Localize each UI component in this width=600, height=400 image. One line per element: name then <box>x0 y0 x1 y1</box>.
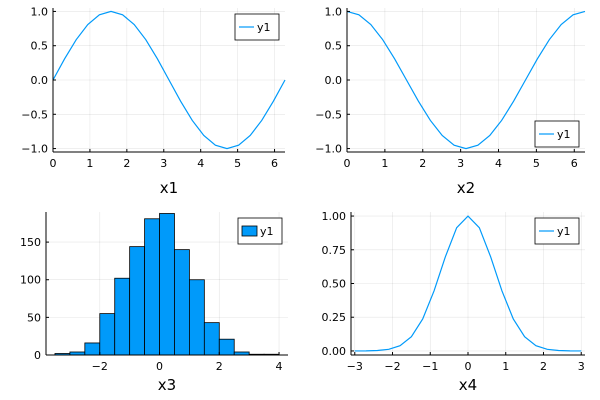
y-tick-label: 0.0 <box>31 74 49 87</box>
legend: y1 <box>234 13 280 41</box>
y-tick-label: 0.00 <box>322 345 347 358</box>
x-tick-label: 0 <box>50 157 57 170</box>
histogram-bar <box>84 342 101 356</box>
y-tick-label: 1.0 <box>31 5 49 18</box>
x-tick-label: 5 <box>533 157 540 170</box>
y-tick-label: −0.5 <box>315 108 342 121</box>
subplot-3: −2 0 2 4 0 50 100 150 x3 y1 <box>20 212 288 394</box>
histogram-bar <box>189 279 205 356</box>
histogram-bar <box>114 277 131 356</box>
x-tick-label: 4 <box>495 157 502 170</box>
y-tick-label: 0 <box>34 349 41 362</box>
y-tick-label: 0.75 <box>322 244 347 257</box>
x-tick-label: −2 <box>384 360 400 373</box>
x-tick-label: 3 <box>160 157 167 170</box>
legend-label: y1 <box>557 225 571 238</box>
subplot-4: −3 −2 −1 0 1 2 3 0.00 0.25 0.50 0.75 1.00 x4 y1 <box>322 210 585 394</box>
y-tick-label: −0.5 <box>21 108 48 121</box>
x-tick-label: −2 <box>92 360 108 373</box>
subplot-2: 0 1 2 3 4 5 6 −1.0 −0.5 0.0 0.5 1.0 x2 y1 <box>315 5 586 197</box>
y-tick-label: 0.0 <box>325 74 343 87</box>
series-line-y1 <box>354 215 582 352</box>
legend-label: y1 <box>260 225 274 238</box>
y-tick-label: 0.5 <box>31 40 49 53</box>
x-tick-label: 1 <box>381 157 388 170</box>
x-tick-label: 0 <box>344 157 351 170</box>
legend-label: y1 <box>557 128 571 141</box>
histogram-bar <box>159 213 175 356</box>
x-tick-label: 2 <box>216 360 223 373</box>
x-tick-label: 2 <box>419 157 426 170</box>
y-tick-label: 1.00 <box>322 210 347 223</box>
y-tick-label: 150 <box>20 236 41 249</box>
y-tick-label: 0.50 <box>322 278 347 291</box>
x-tick-label: 6 <box>271 157 278 170</box>
x-axis-label: x4 <box>459 376 477 394</box>
y-tick-label: 50 <box>27 311 41 324</box>
x-tick-label: 1 <box>502 360 509 373</box>
x-axis-label: x1 <box>160 179 178 197</box>
x-tick-label: −3 <box>347 360 363 373</box>
series-line-y1 <box>346 10 586 150</box>
x-tick-label: 0 <box>156 360 163 373</box>
x-tick-label: 6 <box>571 157 578 170</box>
y-tick-label: −1.0 <box>21 143 48 156</box>
subplot-1: 0 1 2 3 4 5 6 −1.0 −0.5 0.0 0.5 1.0 x1 y1 <box>21 5 286 197</box>
y-tick-label: 1.0 <box>325 5 343 18</box>
histogram-bar <box>174 249 190 356</box>
x-tick-label: 2 <box>123 157 130 170</box>
legend: y1 <box>237 217 283 245</box>
y-tick-label: −1.0 <box>315 143 342 156</box>
x-axis-label: x2 <box>457 179 475 197</box>
legend: y1 <box>534 120 580 148</box>
histogram-bar <box>144 218 160 356</box>
y-tick-label: 0.25 <box>322 311 347 324</box>
x-tick-label: 4 <box>197 157 204 170</box>
legend-label: y1 <box>257 21 271 34</box>
x-tick-label: 2 <box>540 360 547 373</box>
histogram-bar <box>203 322 220 356</box>
histogram-bar <box>129 246 145 356</box>
x-tick-label: 5 <box>234 157 241 170</box>
histogram-bar <box>99 313 116 356</box>
legend: y1 <box>534 217 580 245</box>
legend-swatch <box>241 225 258 237</box>
histogram-bar <box>218 338 235 356</box>
x-tick-label: 4 <box>276 360 283 373</box>
y-tick-label: 100 <box>20 274 41 287</box>
x-tick-label: 3 <box>578 360 585 373</box>
x-tick-label: 3 <box>457 157 464 170</box>
x-tick-label: −1 <box>422 360 438 373</box>
y-tick-label: 0.5 <box>325 40 343 53</box>
x-tick-label: 1 <box>86 157 93 170</box>
x-tick-label: 0 <box>465 360 472 373</box>
series-line-y1 <box>52 10 286 150</box>
x-axis-label: x3 <box>158 376 176 394</box>
